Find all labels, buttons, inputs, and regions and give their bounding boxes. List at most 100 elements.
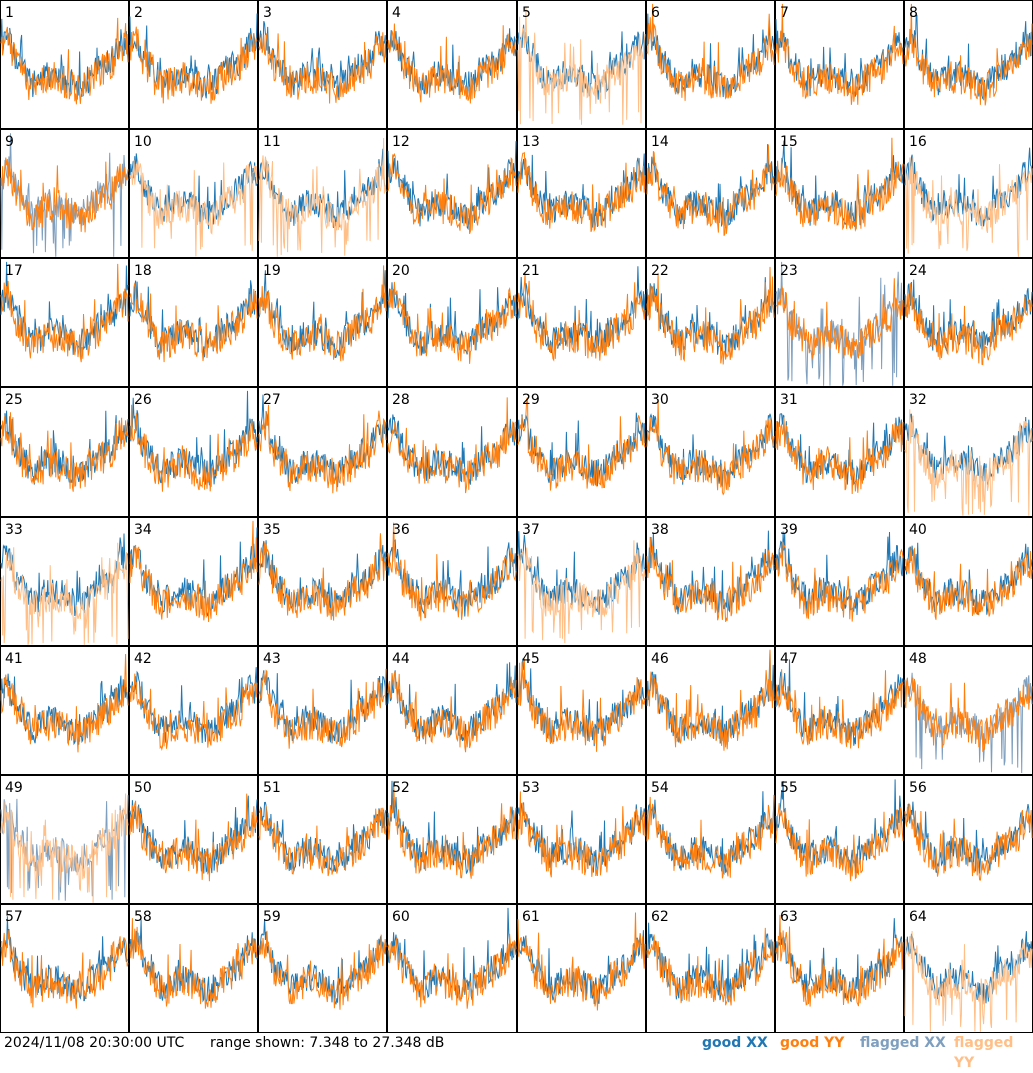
panel-label: 28 [392,392,410,408]
panel-27: 27 [258,387,387,517]
series-yy-good [775,914,904,1007]
series-yy-good [775,278,904,359]
panel-label: 60 [392,909,410,925]
panel-41: 41 [0,646,129,775]
panel-2: 2 [129,0,258,129]
panel-32: 32 [904,387,1033,517]
panel-frame [517,904,646,1033]
panel-label: 48 [909,651,927,667]
panel-51: 51 [258,775,387,904]
series-yy-good [387,783,517,879]
panel-54: 54 [646,775,775,904]
series-yy-good [646,927,775,1006]
panel-31: 31 [775,387,904,517]
panel-frame [646,387,775,517]
series-xx-good [904,931,1033,1005]
series-yy-good [129,918,258,1009]
panel-label: 63 [780,909,798,925]
panel-frame [258,517,387,646]
panel-40: 40 [904,517,1033,646]
legend-good-yy: good YY [780,1035,845,1051]
panel-frame [258,258,387,387]
panel-label: 19 [263,263,281,279]
series-yy-flagged [904,157,1033,257]
panel-label: 38 [651,522,669,538]
series-xx-good [517,930,646,1005]
panel-label: 33 [5,522,23,538]
series-xx-good [646,13,775,99]
panel-label: 54 [651,780,669,796]
panel-18: 18 [129,258,258,387]
panel-frame [129,646,258,775]
panel-label: 56 [909,780,927,796]
series-yy-good [387,671,517,753]
panel-label: 6 [651,5,660,21]
series-xx-good [775,531,904,616]
panel-frame [775,129,904,258]
panel-50: 50 [129,775,258,904]
panel-9: 9 [0,129,129,258]
panel-frame [0,0,129,129]
series-yy-good [775,802,904,881]
timestamp: 2024/11/08 20:30:00 UTC [4,1035,185,1051]
panel-label: 39 [780,522,798,538]
panel-frame [646,646,775,775]
panel-frame [0,258,129,387]
panel-frame [775,258,904,387]
panel-frame [129,904,258,1033]
series-yy-good [129,793,258,882]
panel-35: 35 [258,517,387,646]
panel-frame [517,387,646,517]
panel-frame [387,646,517,775]
panel-label: 17 [5,263,23,279]
panel-label: 25 [5,392,23,408]
series-yy-flagged [517,540,646,644]
panel-label: 52 [392,780,410,796]
series-yy-good [258,930,387,1010]
panel-frame [646,775,775,904]
panel-19: 19 [258,258,387,387]
series-yy-good [129,520,258,623]
panel-label: 24 [909,263,927,279]
legend-flagged-xx: flagged XX [860,1035,946,1051]
series-xx-good [387,141,517,231]
series-xx-good [258,20,387,98]
series-yy-flagged [129,159,258,257]
panel-28: 28 [387,387,517,517]
panel-label: 35 [263,522,281,538]
panel-frame [646,129,775,258]
panel-25: 25 [0,387,129,517]
panel-22: 22 [646,258,775,387]
panel-frame [258,0,387,129]
series-xx-good [646,791,775,876]
series-yy-good [517,658,646,752]
series-yy-good [129,282,258,363]
series-xx-good [904,279,1033,354]
series-yy-good [0,263,129,363]
panel-13: 13 [517,129,646,258]
panel-label: 37 [522,522,540,538]
panel-15: 15 [775,129,904,258]
series-yy-good [0,412,129,492]
panel-label: 51 [263,780,281,796]
panel-label: 50 [134,780,152,796]
panel-23: 23 [775,258,904,387]
panel-57: 57 [0,904,129,1033]
panel-8: 8 [904,0,1033,129]
series-yy-good [904,677,1033,752]
panel-frame [258,904,387,1033]
series-yy-good [517,397,646,491]
series-xx-good [904,801,1033,874]
panel-30: 30 [646,387,775,517]
panel-frame [646,904,775,1033]
series-yy-good [387,152,517,235]
panel-3: 3 [258,0,387,129]
series-xx-good [258,670,387,744]
panel-label: 31 [780,392,798,408]
panel-46: 46 [646,646,775,775]
panel-label: 16 [909,134,927,150]
panel-49: 49 [0,775,129,904]
series-yy-flagged [0,542,129,645]
panel-frame [646,517,775,646]
panel-label: 45 [522,651,540,667]
